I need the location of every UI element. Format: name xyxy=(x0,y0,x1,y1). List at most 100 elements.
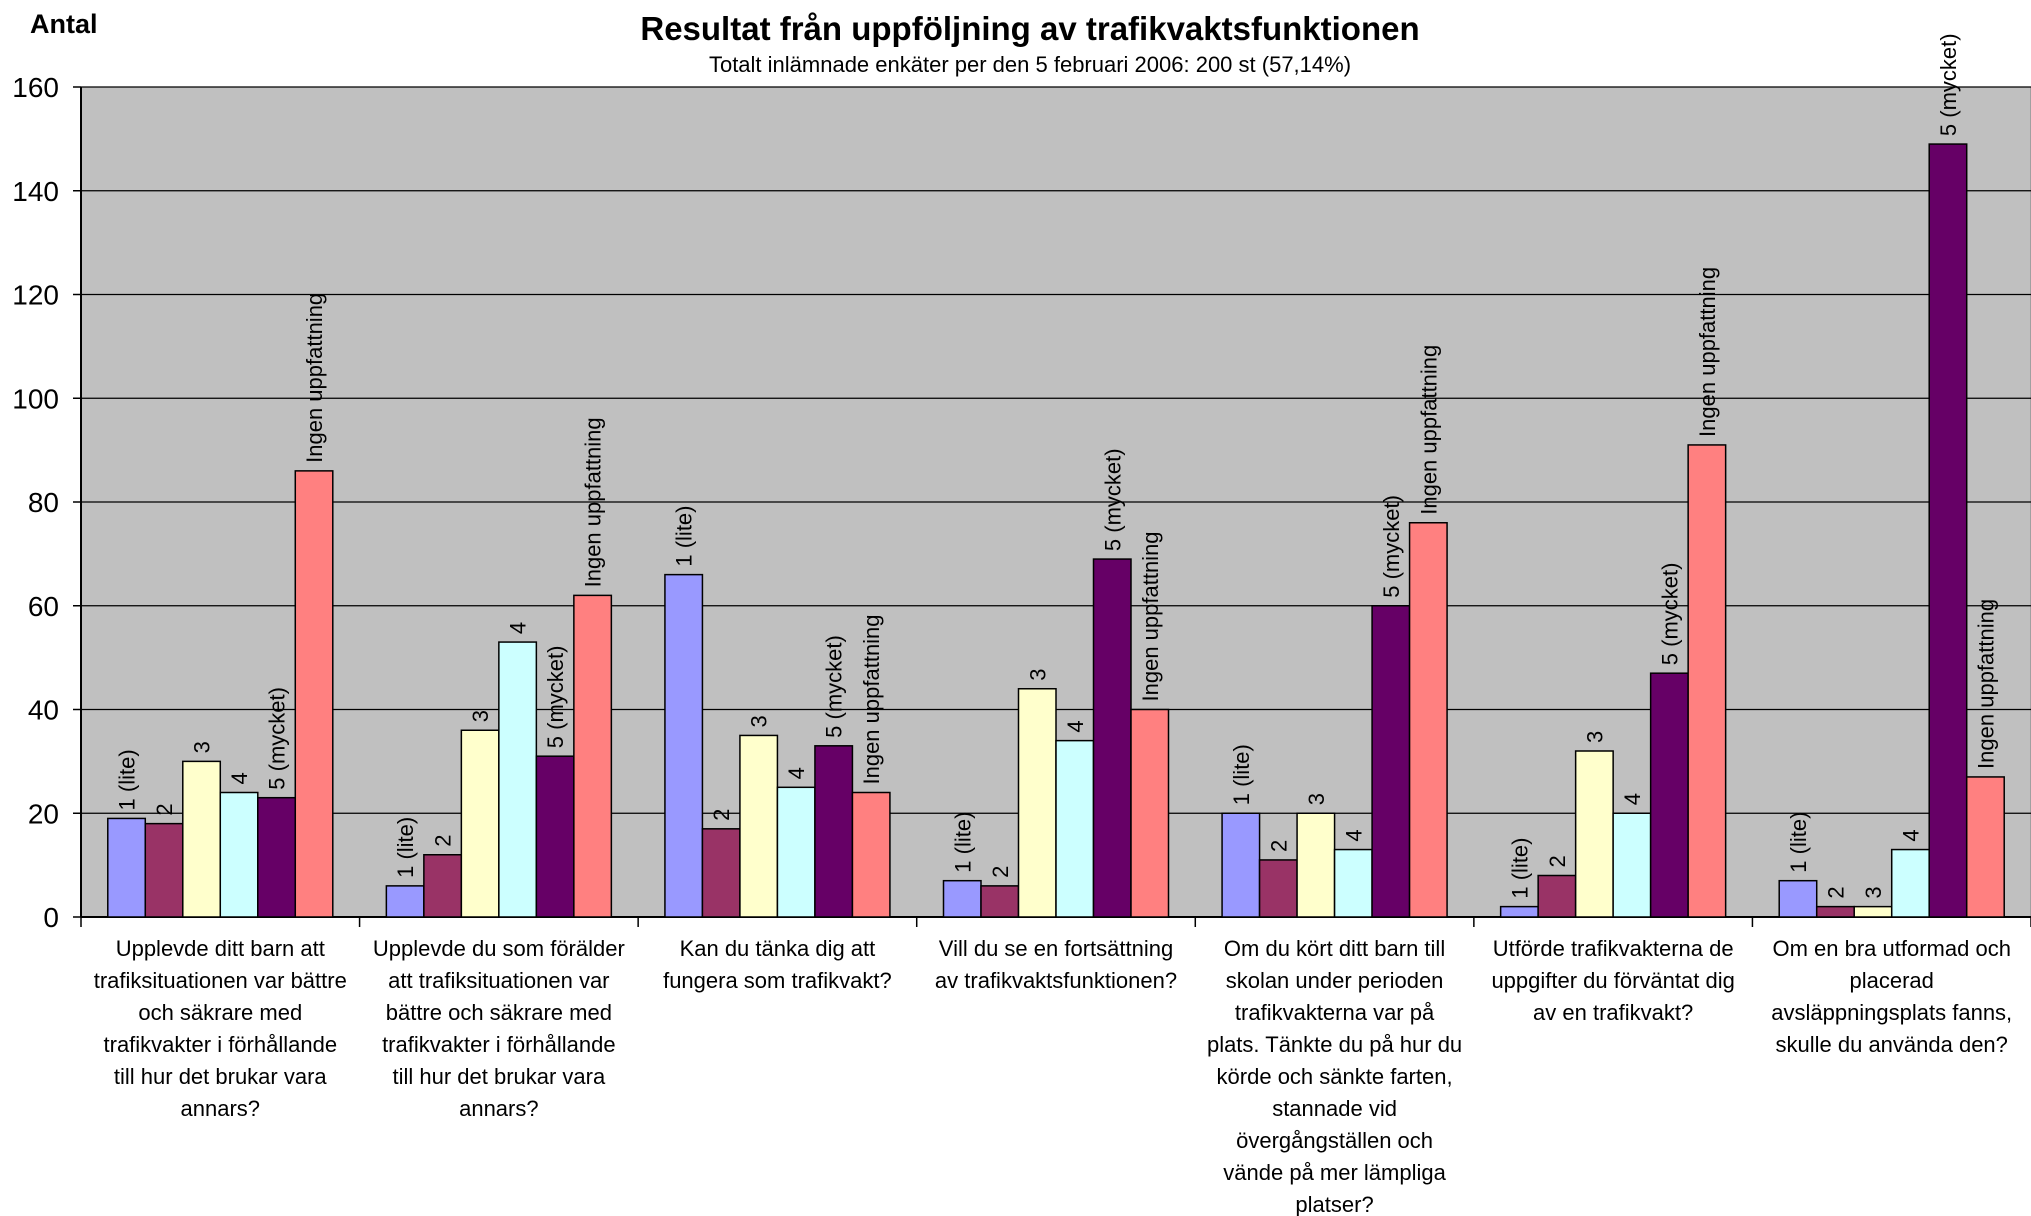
bar-data-label: 5 (mycket) xyxy=(1379,495,1404,598)
category-label: övergångställen och xyxy=(1236,1128,1433,1153)
bar xyxy=(851,791,891,918)
bar xyxy=(942,879,982,918)
bar-data-label: 4 xyxy=(227,772,252,784)
bar-data-label: 4 xyxy=(1063,720,1088,732)
category-label: annars? xyxy=(181,1096,261,1121)
bar xyxy=(219,791,259,918)
category-label: Upplevde du som förälder xyxy=(373,936,625,961)
y-tick-label: 100 xyxy=(12,383,59,414)
bar xyxy=(1130,708,1170,918)
bar xyxy=(1258,859,1298,918)
bar-data-label: Ingen uppfattning xyxy=(859,614,884,784)
bar xyxy=(1687,444,1727,918)
bar xyxy=(1965,776,2005,918)
category-label: uppgifter du förväntat dig xyxy=(1491,968,1734,993)
bar-data-label: 1 (lite) xyxy=(950,812,975,873)
bar xyxy=(1499,905,1539,918)
bar-data-label: 2 xyxy=(1545,855,1570,867)
category-label: trafikvakter i förhållande xyxy=(104,1032,338,1057)
bar xyxy=(776,786,816,918)
bar-data-label: 3 xyxy=(1304,793,1329,805)
y-tick-label: 80 xyxy=(28,487,59,518)
bar-data-label: 3 xyxy=(1025,669,1050,681)
category-label: körde och sänkte farten, xyxy=(1217,1064,1453,1089)
bar xyxy=(1778,879,1818,918)
bar xyxy=(1815,905,1855,918)
bar-data-label: 4 xyxy=(1620,793,1645,805)
category-label: Upplevde ditt barn att xyxy=(116,936,325,961)
y-tick-label: 0 xyxy=(43,902,59,933)
bar xyxy=(1333,848,1373,918)
chart-subtitle: Totalt inlämnade enkäter per den 5 febru… xyxy=(709,52,1351,77)
category-label: fungera som trafikvakt? xyxy=(663,968,892,993)
bar xyxy=(257,796,297,918)
bar-data-label: Ingen uppfattning xyxy=(581,417,606,587)
bar-data-label: 1 (lite) xyxy=(672,506,697,567)
bar-data-label: Ingen uppfattning xyxy=(302,293,327,463)
bar-data-label: 5 (mycket) xyxy=(822,635,847,738)
category-label: bättre och säkrare med xyxy=(386,1000,612,1025)
category-label: trafikvakter i förhållande xyxy=(382,1032,616,1057)
bar-data-label: 3 xyxy=(1582,731,1607,743)
category-label: Om du kört ditt barn till xyxy=(1224,936,1445,961)
bar xyxy=(1928,143,1968,918)
bar-data-label: 2 xyxy=(152,803,177,815)
bar xyxy=(701,828,741,918)
bar-data-label: 4 xyxy=(1341,829,1366,841)
bar-data-label: Ingen uppfattning xyxy=(1695,267,1720,437)
category-label: annars? xyxy=(459,1096,539,1121)
bar xyxy=(144,822,184,918)
category-label: trafikvakterna var på xyxy=(1235,1000,1435,1025)
category-label: till hur det brukar vara xyxy=(392,1064,606,1089)
bar xyxy=(664,573,704,918)
bar-data-label: 4 xyxy=(784,767,809,779)
bar-data-label: 2 xyxy=(1823,886,1848,898)
bar xyxy=(1371,605,1411,918)
bar xyxy=(385,885,425,918)
bar xyxy=(1537,874,1577,918)
bar xyxy=(1649,672,1689,918)
bar-data-label: 1 (lite) xyxy=(393,817,418,878)
bar-data-label: 2 xyxy=(709,809,734,821)
bar xyxy=(814,745,854,918)
y-tick-label: 140 xyxy=(12,176,59,207)
bar xyxy=(535,755,575,918)
bar xyxy=(1890,848,1930,918)
bar xyxy=(294,470,334,918)
category-label: av en trafikvakt? xyxy=(1533,1000,1693,1025)
bar xyxy=(460,729,500,918)
y-tick-label: 60 xyxy=(28,591,59,622)
category-label: Utförde trafikvakterna de xyxy=(1493,936,1734,961)
y-axis-label: Antal xyxy=(30,9,98,39)
category-label: och säkrare med xyxy=(138,1000,302,1025)
bar-data-label: 2 xyxy=(988,866,1013,878)
bar xyxy=(107,817,147,918)
category-label: Kan du tänka dig att xyxy=(680,936,876,961)
bar xyxy=(1017,688,1057,918)
category-label: att trafiksituationen var xyxy=(388,968,609,993)
bar-data-label: 2 xyxy=(1266,840,1291,852)
bar xyxy=(1221,812,1261,918)
bar xyxy=(498,641,538,918)
bar-data-label: Ingen uppfattning xyxy=(1416,345,1441,515)
bar xyxy=(1408,522,1448,918)
category-label: Vill du se en fortsättning xyxy=(939,936,1173,961)
bar xyxy=(1092,558,1132,918)
bar xyxy=(1055,739,1095,918)
category-label: av trafikvaktsfunktionen? xyxy=(935,968,1177,993)
bar xyxy=(182,760,222,918)
bar-data-label: 3 xyxy=(1861,886,1886,898)
bar-data-label: 1 (lite) xyxy=(1786,812,1811,873)
bar-data-label: 5 (mycket) xyxy=(543,646,568,749)
category-label: stannade vid xyxy=(1272,1096,1397,1121)
bar-data-label: Ingen uppfattning xyxy=(1973,599,1998,769)
bar xyxy=(1296,812,1336,918)
category-label: placerad xyxy=(1850,968,1934,993)
bar-data-label: 4 xyxy=(1898,829,1923,841)
bar-data-label: 5 (mycket) xyxy=(1657,563,1682,666)
bar-data-label: 1 (lite) xyxy=(1229,744,1254,805)
category-label: vände på mer lämpliga xyxy=(1223,1160,1446,1185)
category-label: trafiksituationen var bättre xyxy=(94,968,347,993)
category-label: skolan under perioden xyxy=(1226,968,1444,993)
